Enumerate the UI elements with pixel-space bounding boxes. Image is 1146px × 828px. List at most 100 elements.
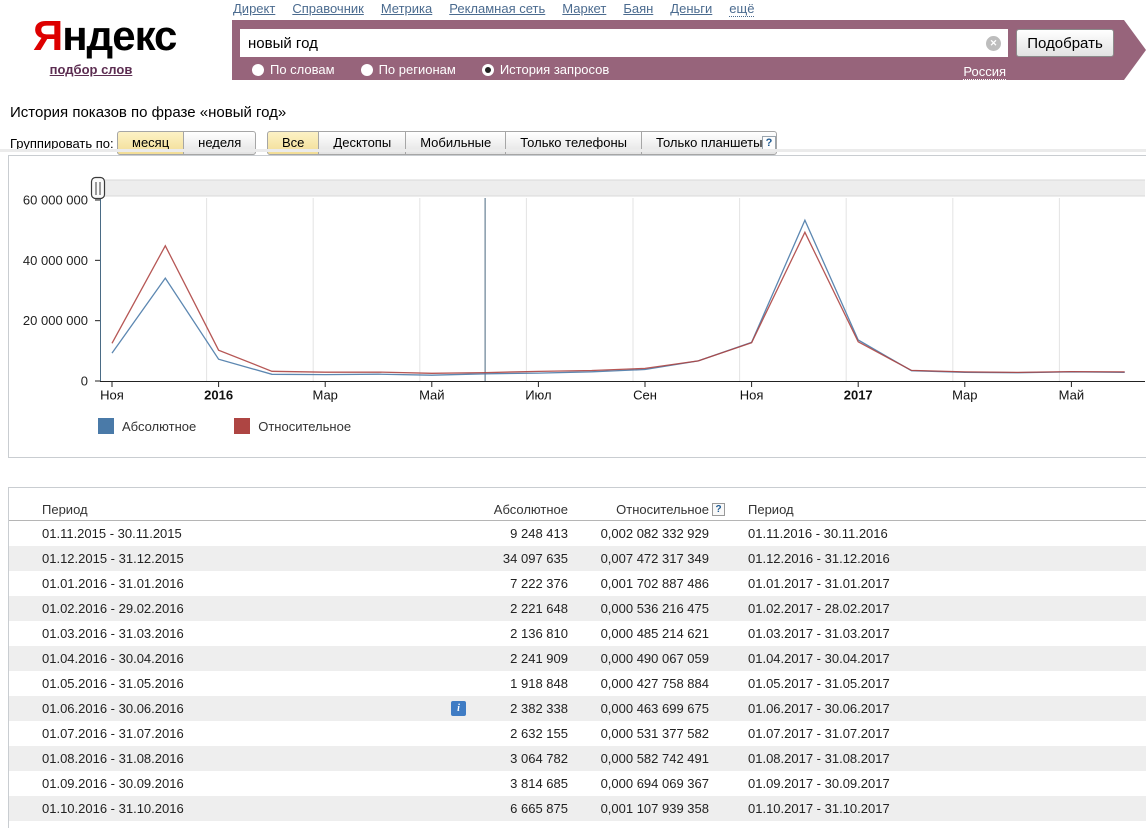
search-mode-label: По словам [270, 62, 335, 77]
legend-label-relative: Относительное [258, 418, 352, 434]
period-cell: 01.11.2015 - 30.11.2015 [42, 526, 182, 541]
nav-link-1[interactable]: Директ [233, 1, 276, 16]
x-axis-label: Ноя [100, 388, 124, 403]
nav-link-5[interactable]: Маркет [562, 1, 607, 16]
period-cell: 01.12.2015 - 31.12.2015 [42, 551, 184, 566]
header-period-left: Период [42, 502, 88, 517]
period-cell: 01.02.2016 - 29.02.2016 [42, 601, 184, 616]
series-line-relative [111, 230, 1125, 374]
search-mode-2[interactable]: По регионам [361, 62, 456, 77]
absolute-cell: 9 248 413 [510, 526, 568, 541]
search-mode-label: История запросов [499, 62, 610, 77]
y-axis-label: 20 000 000 [23, 313, 88, 328]
top-nav: Директ Справочник Метрика Рекламная сеть Мар… [233, 1, 771, 17]
range-slider-handle[interactable] [90, 176, 106, 200]
search-input[interactable] [240, 29, 1008, 57]
chart-legend: Абсолютное Относительное [98, 418, 351, 434]
series-line-absolute [111, 218, 1125, 376]
relative-cell: 0,000 490 067 059 [600, 651, 709, 666]
nav-link-8[interactable]: ещё [729, 1, 755, 17]
x-axis-label: 2016 [204, 388, 233, 403]
absolute-cell: 34 097 635 [502, 551, 568, 566]
period-right-cell: 01.01.2017 - 31.01.2017 [748, 576, 890, 591]
radio-icon [482, 64, 494, 76]
search-modes: По словам По регионам История запросов [252, 62, 609, 77]
x-axis-label: Мар [312, 388, 337, 403]
absolute-cell: 2 241 909 [510, 651, 568, 666]
period-cell: 01.05.2016 - 31.05.2016 [42, 676, 184, 691]
search-mode-label: По регионам [378, 62, 456, 77]
period-right-cell: 01.11.2016 - 30.11.2016 [748, 526, 888, 541]
table-row: 01.04.2016 - 30.04.2016 2 241 909 0,000 49… [9, 646, 1146, 671]
table-row: 01.12.2015 - 31.12.2015 34 097 635 0,007 4… [9, 546, 1146, 571]
nav-link-4[interactable]: Рекламная сеть [449, 1, 546, 16]
absolute-cell: 3 064 782 [510, 751, 568, 766]
table-rows: 01.11.2015 - 30.11.2015 9 248 413 0,002 08… [9, 521, 1146, 821]
relative-help-icon[interactable]: ? [712, 503, 725, 516]
relative-cell: 0,000 485 214 621 [600, 626, 709, 641]
search-submit-button[interactable]: Подобрать [1016, 29, 1114, 57]
relative-cell: 0,007 472 317 349 [600, 551, 709, 566]
x-axis-label: Сен [633, 388, 657, 403]
region-link[interactable]: Россия [963, 64, 1006, 79]
relative-cell: 0,000 463 699 675 [600, 701, 709, 716]
period-right-cell: 01.09.2017 - 30.09.2017 [748, 776, 890, 791]
clear-icon[interactable]: ✕ [986, 36, 1001, 51]
relative-cell: 0,002 082 332 929 [600, 526, 709, 541]
nav-link-7[interactable]: Деньги [670, 1, 713, 16]
period-right-cell: 01.12.2016 - 31.12.2016 [748, 551, 890, 566]
table-row: 01.09.2016 - 30.09.2016 3 814 685 0,000 69… [9, 771, 1146, 796]
section-divider [0, 149, 1146, 152]
x-axis-label: Май [419, 388, 444, 403]
nav-link-6[interactable]: Баян [623, 1, 654, 16]
absolute-cell: 7 222 376 [510, 576, 568, 591]
relative-cell: 0,000 582 742 491 [600, 751, 709, 766]
period-cell: 01.10.2016 - 31.10.2016 [42, 801, 184, 816]
table-row: 01.03.2016 - 31.03.2016 2 136 810 0,000 48… [9, 621, 1146, 646]
x-axis-label: Ноя [740, 388, 764, 403]
logo-rest: ндекс [62, 12, 177, 59]
podbor-slov-link[interactable]: подбор слов [49, 62, 133, 77]
table-row: 01.02.2016 - 29.02.2016 2 221 648 0,000 53… [9, 596, 1146, 621]
absolute-cell: 1 918 848 [510, 676, 568, 691]
chart-panel: 60 000 000 40 000 000 20 000 000 0 Ноя 2016 Ма… [8, 155, 1146, 458]
absolute-cell: 2 136 810 [510, 626, 568, 641]
period-right-cell: 01.03.2017 - 31.03.2017 [748, 626, 890, 641]
absolute-cell: 3 814 685 [510, 776, 568, 791]
y-axis-label: 60 000 000 [23, 193, 88, 208]
relative-cell: 0,000 427 758 884 [600, 676, 709, 691]
info-icon[interactable]: i [451, 701, 466, 716]
period-cell: 01.03.2016 - 31.03.2016 [42, 626, 184, 641]
header-relative: Относительное [616, 502, 709, 517]
search-panel: ✕ Подобрать По словам По регионам История … [232, 20, 1146, 80]
history-chart: 60 000 000 40 000 000 20 000 000 0 Ноя 2016 Ма… [23, 176, 1145, 403]
period-cell: 01.07.2016 - 31.07.2016 [42, 726, 184, 741]
absolute-cell: 2 221 648 [510, 601, 568, 616]
legend-item-absolute: Абсолютное [98, 418, 196, 434]
header-absolute: Абсолютное [493, 502, 568, 517]
radio-icon [252, 64, 264, 76]
search-mode-1[interactable]: По словам [252, 62, 335, 77]
relative-cell: 0,001 702 887 486 [600, 576, 709, 591]
yandex-logo[interactable]: Яндекс [33, 12, 177, 60]
nav-link-3[interactable]: Метрика [380, 1, 433, 16]
page-title: История показов по фразе «новый год» [10, 104, 287, 121]
period-right-cell: 01.06.2017 - 30.06.2017 [748, 701, 890, 716]
table-row: 01.07.2016 - 31.07.2016 2 632 155 0,000 53… [9, 721, 1146, 746]
nav-link-2[interactable]: Справочник [292, 1, 364, 16]
x-axis-label: Июл [525, 388, 551, 403]
table-row: 01.06.2016 - 30.06.2016 i 2 382 338 0,000 4… [9, 696, 1146, 721]
period-right-cell: 01.07.2017 - 31.07.2017 [748, 726, 890, 741]
range-slider-track[interactable] [92, 179, 1145, 197]
period-right-cell: 01.02.2017 - 28.02.2017 [748, 601, 890, 616]
history-table: Период Абсолютное Относительное ? Период… [8, 487, 1146, 828]
absolute-cell: 6 665 875 [510, 801, 568, 816]
search-input-wrap: ✕ [240, 29, 1008, 57]
relative-cell: 0,000 531 377 582 [600, 726, 709, 741]
period-cell: 01.08.2016 - 31.08.2016 [42, 751, 184, 766]
search-mode-3[interactable]: История запросов [482, 62, 610, 77]
help-icon[interactable]: ? [762, 136, 776, 150]
device-tabs: Все Десктопы Мобильные Только телефоны Тольк… [267, 131, 778, 155]
y-axis-label: 40 000 000 [23, 253, 88, 268]
